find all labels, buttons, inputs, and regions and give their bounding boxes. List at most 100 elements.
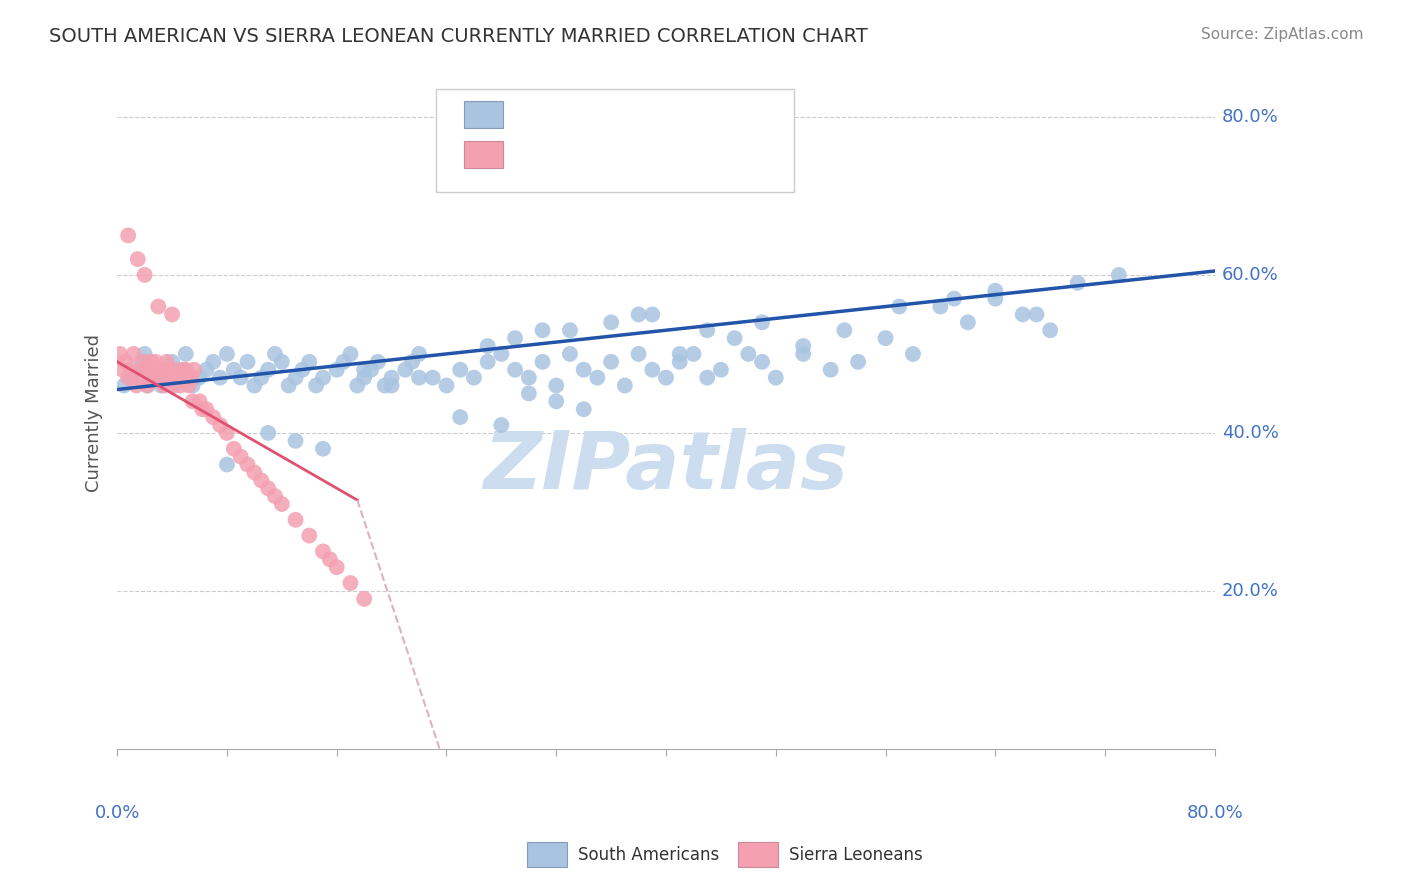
Y-axis label: Currently Married: Currently Married — [86, 334, 103, 492]
Point — [172, 362, 194, 376]
Point — [956, 315, 979, 329]
Point — [710, 362, 733, 376]
Point — [209, 417, 232, 432]
Point — [131, 362, 153, 376]
Point — [174, 370, 197, 384]
Point — [250, 473, 273, 487]
Point — [163, 362, 186, 376]
Point — [277, 378, 299, 392]
Point — [150, 378, 173, 392]
Point — [215, 347, 238, 361]
Text: 60.0%: 60.0% — [1222, 266, 1278, 284]
Point — [353, 370, 375, 384]
Point — [1025, 308, 1047, 322]
Point — [319, 552, 342, 566]
Point — [353, 591, 375, 606]
Point — [181, 378, 204, 392]
Point — [655, 370, 678, 384]
Point — [422, 370, 444, 384]
Point — [820, 362, 842, 376]
Point — [284, 513, 307, 527]
Point — [1108, 268, 1130, 282]
Point — [1039, 323, 1062, 337]
Point — [257, 362, 280, 376]
Point — [284, 434, 307, 448]
Point — [127, 252, 149, 267]
Point — [477, 339, 499, 353]
Point — [682, 347, 704, 361]
Point — [131, 355, 153, 369]
Point — [117, 370, 139, 384]
Point — [243, 466, 266, 480]
Point — [188, 370, 211, 384]
Point — [160, 355, 183, 369]
Point — [155, 355, 177, 369]
Point — [449, 362, 471, 376]
Point — [627, 347, 650, 361]
Point — [943, 292, 966, 306]
Point — [546, 394, 568, 409]
Point — [600, 315, 623, 329]
Point — [353, 362, 375, 376]
Point — [339, 347, 361, 361]
Point — [503, 362, 526, 376]
Point — [984, 284, 1007, 298]
Point — [229, 450, 252, 464]
Point — [436, 378, 458, 392]
Point — [600, 355, 623, 369]
Point — [141, 355, 163, 369]
Point — [167, 370, 190, 384]
Text: R =: R = — [515, 104, 546, 122]
Text: ZIPatlas: ZIPatlas — [484, 428, 848, 506]
Text: South Americans: South Americans — [578, 846, 718, 863]
Point — [120, 370, 142, 384]
Point — [195, 362, 218, 376]
Point — [305, 378, 328, 392]
Point — [122, 347, 145, 361]
Point — [229, 370, 252, 384]
Text: 80.0%: 80.0% — [1222, 108, 1278, 126]
Point — [111, 362, 134, 376]
Text: SOUTH AMERICAN VS SIERRA LEONEAN CURRENTLY MARRIED CORRELATION CHART: SOUTH AMERICAN VS SIERRA LEONEAN CURRENT… — [49, 27, 868, 45]
Point — [128, 370, 150, 384]
Point — [381, 378, 404, 392]
Point — [298, 355, 321, 369]
Point — [875, 331, 897, 345]
Point — [737, 347, 759, 361]
Point — [834, 323, 856, 337]
Point — [264, 489, 287, 503]
Point — [332, 355, 354, 369]
Point — [463, 370, 485, 384]
Point — [127, 362, 149, 376]
Point — [160, 378, 183, 392]
Point — [139, 370, 162, 384]
Point — [148, 370, 170, 384]
Point — [627, 308, 650, 322]
Point — [157, 370, 180, 384]
Point — [401, 355, 423, 369]
Point — [148, 370, 170, 384]
Point — [195, 402, 218, 417]
Text: 20.0%: 20.0% — [1222, 582, 1278, 600]
Point — [312, 370, 335, 384]
Point — [312, 442, 335, 456]
Point — [517, 370, 540, 384]
Point — [141, 370, 163, 384]
Text: 40.0%: 40.0% — [1222, 424, 1278, 442]
Point — [112, 378, 135, 392]
Point — [134, 355, 156, 369]
Point — [236, 458, 259, 472]
Point — [696, 323, 718, 337]
Point — [641, 362, 664, 376]
Point — [491, 347, 513, 361]
Text: 0.381  N = 115: 0.381 N = 115 — [565, 104, 709, 122]
Point — [136, 378, 159, 392]
Point — [174, 362, 197, 376]
Point — [183, 362, 205, 376]
Point — [325, 560, 347, 574]
Text: 0.0%: 0.0% — [94, 805, 139, 822]
Point — [202, 355, 225, 369]
Text: Sierra Leoneans: Sierra Leoneans — [789, 846, 922, 863]
Point — [381, 370, 404, 384]
Point — [751, 355, 773, 369]
